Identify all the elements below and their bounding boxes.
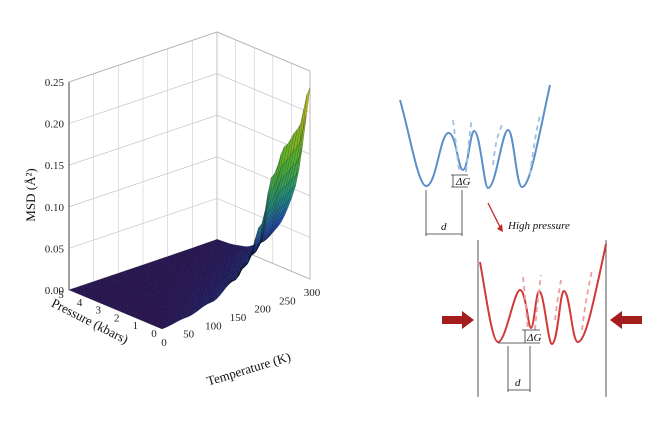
surface-cell	[231, 244, 240, 248]
ambient-dashed-curve-3	[492, 124, 503, 166]
hp-dashed-curve-4	[581, 269, 593, 331]
surface-cell	[281, 206, 289, 218]
hp-dashed-curve-2	[534, 274, 542, 331]
y-tick-label: 1	[133, 320, 139, 332]
y-tick-label: 2	[114, 312, 120, 324]
transition-arrow-head	[497, 224, 503, 232]
y-tick-label: 3	[95, 305, 101, 317]
x-tick-label: 250	[279, 295, 296, 307]
y-tick-label: 4	[77, 297, 83, 309]
x-tick-label: 0	[161, 337, 167, 349]
plot-walls	[68, 31, 311, 291]
y-tick-label: 0	[151, 328, 157, 340]
ambient-dashed-curve-1	[452, 119, 461, 173]
y-tick-label: 5	[58, 289, 64, 301]
x-tick-label: 50	[183, 329, 195, 341]
ambient-pressure-panel: ΔG d	[399, 84, 551, 236]
x-tick-label: 300	[304, 287, 321, 299]
high-pressure-panel: ΔG d	[477, 240, 607, 397]
msd-surface-plot: 0.000.050.100.150.200.250501001502002503…	[23, 31, 321, 389]
left-compression-arrow	[442, 311, 474, 329]
z-tick-label: 0.00	[45, 285, 65, 297]
right-compression-arrow	[610, 311, 642, 329]
surface-cell	[223, 242, 232, 246]
distance-label: d	[441, 221, 447, 233]
hp-barrier-label: ΔG	[526, 332, 541, 344]
z-axis-label: MSD (Å²)	[23, 168, 38, 221]
z-tick-label: 0.25	[45, 77, 65, 89]
z-tick-label: 0.15	[45, 160, 65, 172]
surface-cell	[234, 245, 243, 248]
x-axis-label: Temperature (K)	[205, 349, 292, 389]
msd-surface	[68, 87, 311, 330]
x-tick-label: 100	[205, 320, 222, 332]
barrier-label: ΔG	[455, 176, 470, 188]
hp-dashed-curve-3	[554, 279, 562, 321]
transition-arrow	[487, 202, 501, 228]
double-well-diagram: ΔG d High pressure ΔG d	[399, 84, 642, 397]
surface-cell	[299, 115, 307, 156]
ambient-dashed-curve-4	[529, 114, 541, 176]
x-tick-label: 150	[230, 312, 247, 324]
hp-distance-label: d	[515, 377, 521, 389]
surface-cell	[303, 87, 311, 128]
axis-ticks: 0.000.050.100.150.200.250501001502002503…	[45, 77, 321, 349]
surface-cell	[292, 167, 300, 189]
z-tick-label: 0.05	[45, 243, 65, 255]
x-tick-label: 200	[254, 304, 271, 316]
surface-cell	[245, 245, 253, 249]
ambient-dashed-curve-2	[465, 117, 473, 173]
ambient-potential-curve	[399, 84, 551, 190]
surface-cell	[263, 234, 271, 242]
surface-cell	[274, 221, 282, 229]
transition-label: High pressure	[507, 220, 570, 232]
z-tick-label: 0.20	[45, 119, 65, 131]
surface-cell	[270, 226, 278, 234]
z-tick-label: 0.10	[45, 202, 65, 214]
